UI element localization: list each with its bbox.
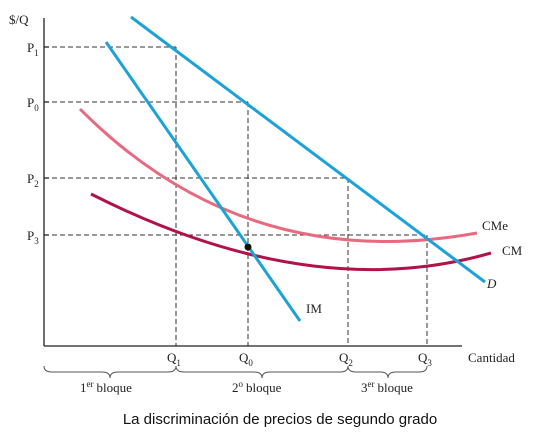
block-label-3: 3er bloque <box>361 379 413 395</box>
block-label-2: 2o bloque <box>232 379 282 395</box>
average-cost-label: CMe <box>482 218 508 233</box>
marginal-revenue-label: IM <box>306 301 322 316</box>
marginal-revenue-curve <box>104 41 302 322</box>
demand-curve <box>130 15 486 284</box>
brace-block-1 <box>43 365 177 379</box>
x-axis-label: Cantidad <box>468 350 515 365</box>
quantity-label-q3: Q3 <box>418 350 432 368</box>
mr-mc-intersection-point <box>244 243 252 251</box>
price-label-p2: P2 <box>27 171 39 189</box>
guide-lines <box>44 46 428 346</box>
price-label-p0: P0 <box>27 95 39 113</box>
block-label-1: 1er bloque <box>80 379 132 395</box>
demand-label: D <box>486 276 497 291</box>
block-braces <box>43 365 428 379</box>
quantity-label-q1: Q1 <box>167 350 181 368</box>
marginal-cost-curve <box>90 192 492 272</box>
price-label-p3: P3 <box>27 228 39 246</box>
figure-caption: La discriminación de precios de segundo … <box>123 411 437 428</box>
quantity-label-q2: Q2 <box>339 350 353 368</box>
brace-block-3 <box>347 365 428 379</box>
price-label-p1: P1 <box>27 40 39 58</box>
brace-block-2 <box>175 365 349 379</box>
average-cost-curve <box>78 107 478 243</box>
y-axis-label: $/Q <box>9 12 29 27</box>
quantity-label-q0: Q0 <box>239 350 253 368</box>
marginal-cost-label: CM <box>502 243 523 258</box>
